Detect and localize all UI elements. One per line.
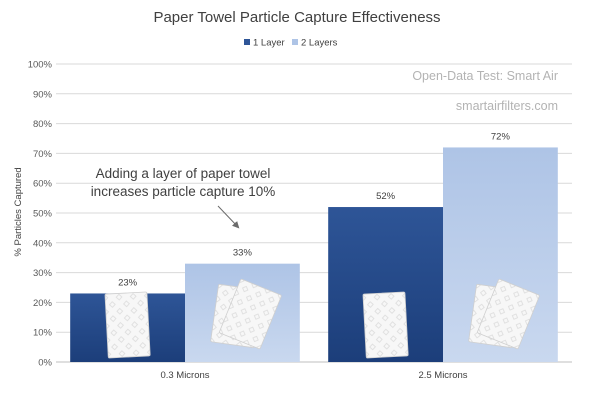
x-category-label: 2.5 Microns: [418, 370, 467, 381]
y-tick-label: 40%: [33, 238, 53, 249]
chart-title: Paper Towel Particle Capture Effectivene…: [153, 9, 440, 26]
y-axis-ticks: 0% 10% 20% 30% 40% 50% 60% 70% 80% 90% 100%: [28, 60, 53, 369]
data-labels: 23% 33% 52% 72%: [118, 131, 510, 288]
y-tick-label: 50%: [33, 209, 53, 220]
y-tick-label: 20%: [33, 298, 53, 309]
paper-towel-illustrations: [104, 278, 540, 359]
data-label: 33%: [233, 248, 253, 259]
y-tick-label: 90%: [33, 89, 53, 100]
paper-towel-sheet: [104, 291, 151, 359]
annotation-line-2: increases particle capture 10%: [91, 184, 276, 199]
legend: 1 Layer 2 Layers: [244, 38, 338, 49]
y-tick-label: 30%: [33, 268, 53, 279]
data-label: 23%: [118, 277, 138, 288]
legend-swatch-1-layer: [244, 39, 250, 45]
paper-towel-face: [104, 291, 151, 359]
y-tick-label: 0%: [38, 358, 52, 369]
data-label: 72%: [491, 131, 511, 142]
paper-towel-single: [362, 291, 409, 359]
paper-towel-face: [477, 278, 540, 350]
annotation-arrow: [217, 205, 240, 229]
paper-towel-single: [104, 291, 151, 359]
paper-towel-sheet: [362, 291, 409, 359]
y-tick-label: 10%: [33, 328, 53, 339]
paper-towel-sheet: [477, 278, 540, 350]
y-axis-label: % Particles Captured: [13, 167, 24, 256]
watermark-url: smartairfilters.com: [456, 99, 558, 113]
paper-towel-double: [210, 278, 282, 350]
paper-towel-face: [362, 291, 409, 359]
x-category-label: 0.3 Microns: [160, 370, 209, 381]
legend-label-2-layers: 2 Layers: [301, 38, 338, 49]
watermark-source: Open-Data Test: Smart Air: [412, 69, 558, 83]
legend-swatch-2-layers: [292, 39, 298, 45]
legend-label-1-layer: 1 Layer: [253, 38, 285, 49]
y-tick-label: 60%: [33, 179, 53, 190]
y-tick-label: 80%: [33, 119, 53, 130]
annotation: Adding a layer of paper towel increases …: [91, 166, 276, 229]
annotation-line-1: Adding a layer of paper towel: [96, 166, 271, 181]
paper-towel-double: [468, 278, 540, 350]
paper-towel-sheet: [219, 278, 282, 350]
paper-towel-face: [219, 278, 282, 350]
x-axis-categories: 0.3 Microns 2.5 Microns: [160, 370, 467, 381]
y-tick-label: 100%: [28, 60, 53, 71]
data-label: 52%: [376, 191, 396, 202]
y-tick-label: 70%: [33, 149, 53, 160]
